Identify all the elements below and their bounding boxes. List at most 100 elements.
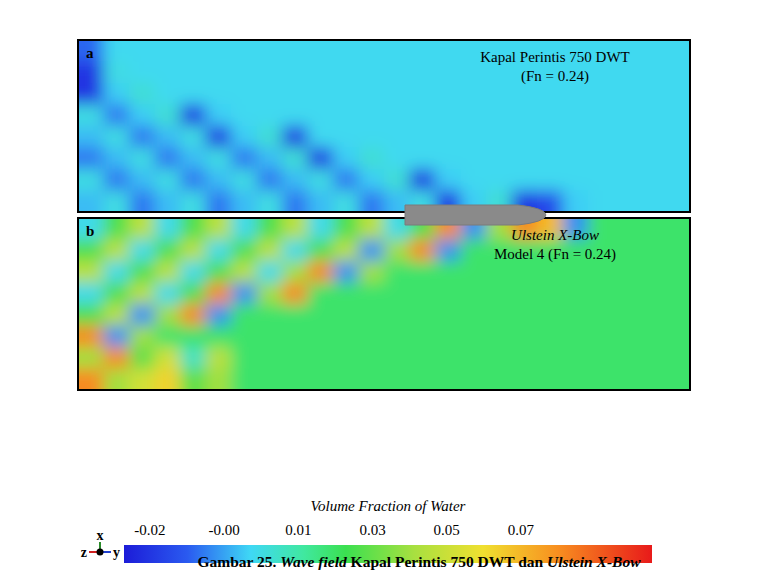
cell [257, 148, 283, 170]
colorbar-tick-label: 0.03 [359, 522, 385, 538]
ship-hull [405, 205, 546, 225]
triad-label: y [113, 545, 120, 560]
cell [435, 169, 461, 191]
cell [180, 283, 206, 305]
cell [129, 169, 155, 191]
caption-part: Wave field [280, 553, 347, 570]
cell [486, 126, 512, 148]
cell [384, 169, 410, 191]
cell [461, 326, 487, 348]
cell [257, 240, 283, 262]
cell [537, 191, 563, 213]
cell [410, 326, 436, 348]
cell [282, 105, 308, 127]
cell [104, 283, 130, 305]
cell [563, 191, 589, 213]
cell [231, 126, 257, 148]
cell [180, 369, 206, 391]
cell [512, 304, 538, 326]
cell [333, 369, 359, 391]
cell [588, 169, 614, 191]
cell [231, 191, 257, 213]
cell [282, 240, 308, 262]
cell [308, 369, 334, 391]
cell [129, 40, 155, 62]
cell [104, 148, 130, 170]
colorbar-tick-label: 0.07 [508, 522, 535, 538]
cell [384, 261, 410, 283]
cell [206, 218, 232, 240]
cell [410, 347, 436, 369]
cell [665, 191, 691, 213]
cell [359, 326, 385, 348]
cell [639, 283, 665, 305]
cell [282, 261, 308, 283]
triad-origin [97, 549, 104, 556]
cell [231, 40, 257, 62]
cell [282, 169, 308, 191]
cell [333, 105, 359, 127]
cell [155, 62, 181, 84]
cell [308, 326, 334, 348]
cell [359, 62, 385, 84]
cell [78, 40, 104, 62]
cell [639, 304, 665, 326]
cell [231, 240, 257, 262]
cell [665, 283, 691, 305]
cell [78, 369, 104, 391]
cell [537, 369, 563, 391]
colorbar-tick-label: -0.00 [209, 522, 240, 538]
cell [665, 62, 691, 84]
cell [282, 62, 308, 84]
cell [384, 40, 410, 62]
cell [512, 326, 538, 348]
cell [639, 347, 665, 369]
cell [282, 283, 308, 305]
cell [206, 240, 232, 262]
caption-part: Kapal Perintis 750 DWT dan [347, 553, 547, 570]
cell [639, 126, 665, 148]
cell [461, 126, 487, 148]
cell [588, 347, 614, 369]
cell [129, 347, 155, 369]
cell [359, 40, 385, 62]
cell [665, 369, 691, 391]
cell [461, 105, 487, 127]
cell [231, 261, 257, 283]
cell [384, 126, 410, 148]
cell [180, 148, 206, 170]
cell [231, 148, 257, 170]
cell [308, 126, 334, 148]
cell [308, 283, 334, 305]
cell [333, 283, 359, 305]
cell [512, 369, 538, 391]
cell [435, 40, 461, 62]
cell [537, 283, 563, 305]
cell [104, 169, 130, 191]
cell [665, 347, 691, 369]
cell [206, 148, 232, 170]
cell [282, 40, 308, 62]
panel-title: Ulstein X-Bow [511, 227, 599, 243]
cell [359, 148, 385, 170]
cell [257, 261, 283, 283]
cell [206, 105, 232, 127]
cell [206, 304, 232, 326]
cell [231, 105, 257, 127]
cell [78, 326, 104, 348]
cell [129, 261, 155, 283]
cell [486, 105, 512, 127]
cell [639, 369, 665, 391]
cell [639, 169, 665, 191]
cell [129, 369, 155, 391]
cell [435, 369, 461, 391]
cell [333, 304, 359, 326]
panel-title: Kapal Perintis 750 DWT [480, 49, 630, 65]
cell [104, 326, 130, 348]
cell [665, 148, 691, 170]
cell [257, 83, 283, 105]
cell [104, 218, 130, 240]
cell [257, 40, 283, 62]
cell [639, 105, 665, 127]
panel-frame [78, 218, 690, 390]
